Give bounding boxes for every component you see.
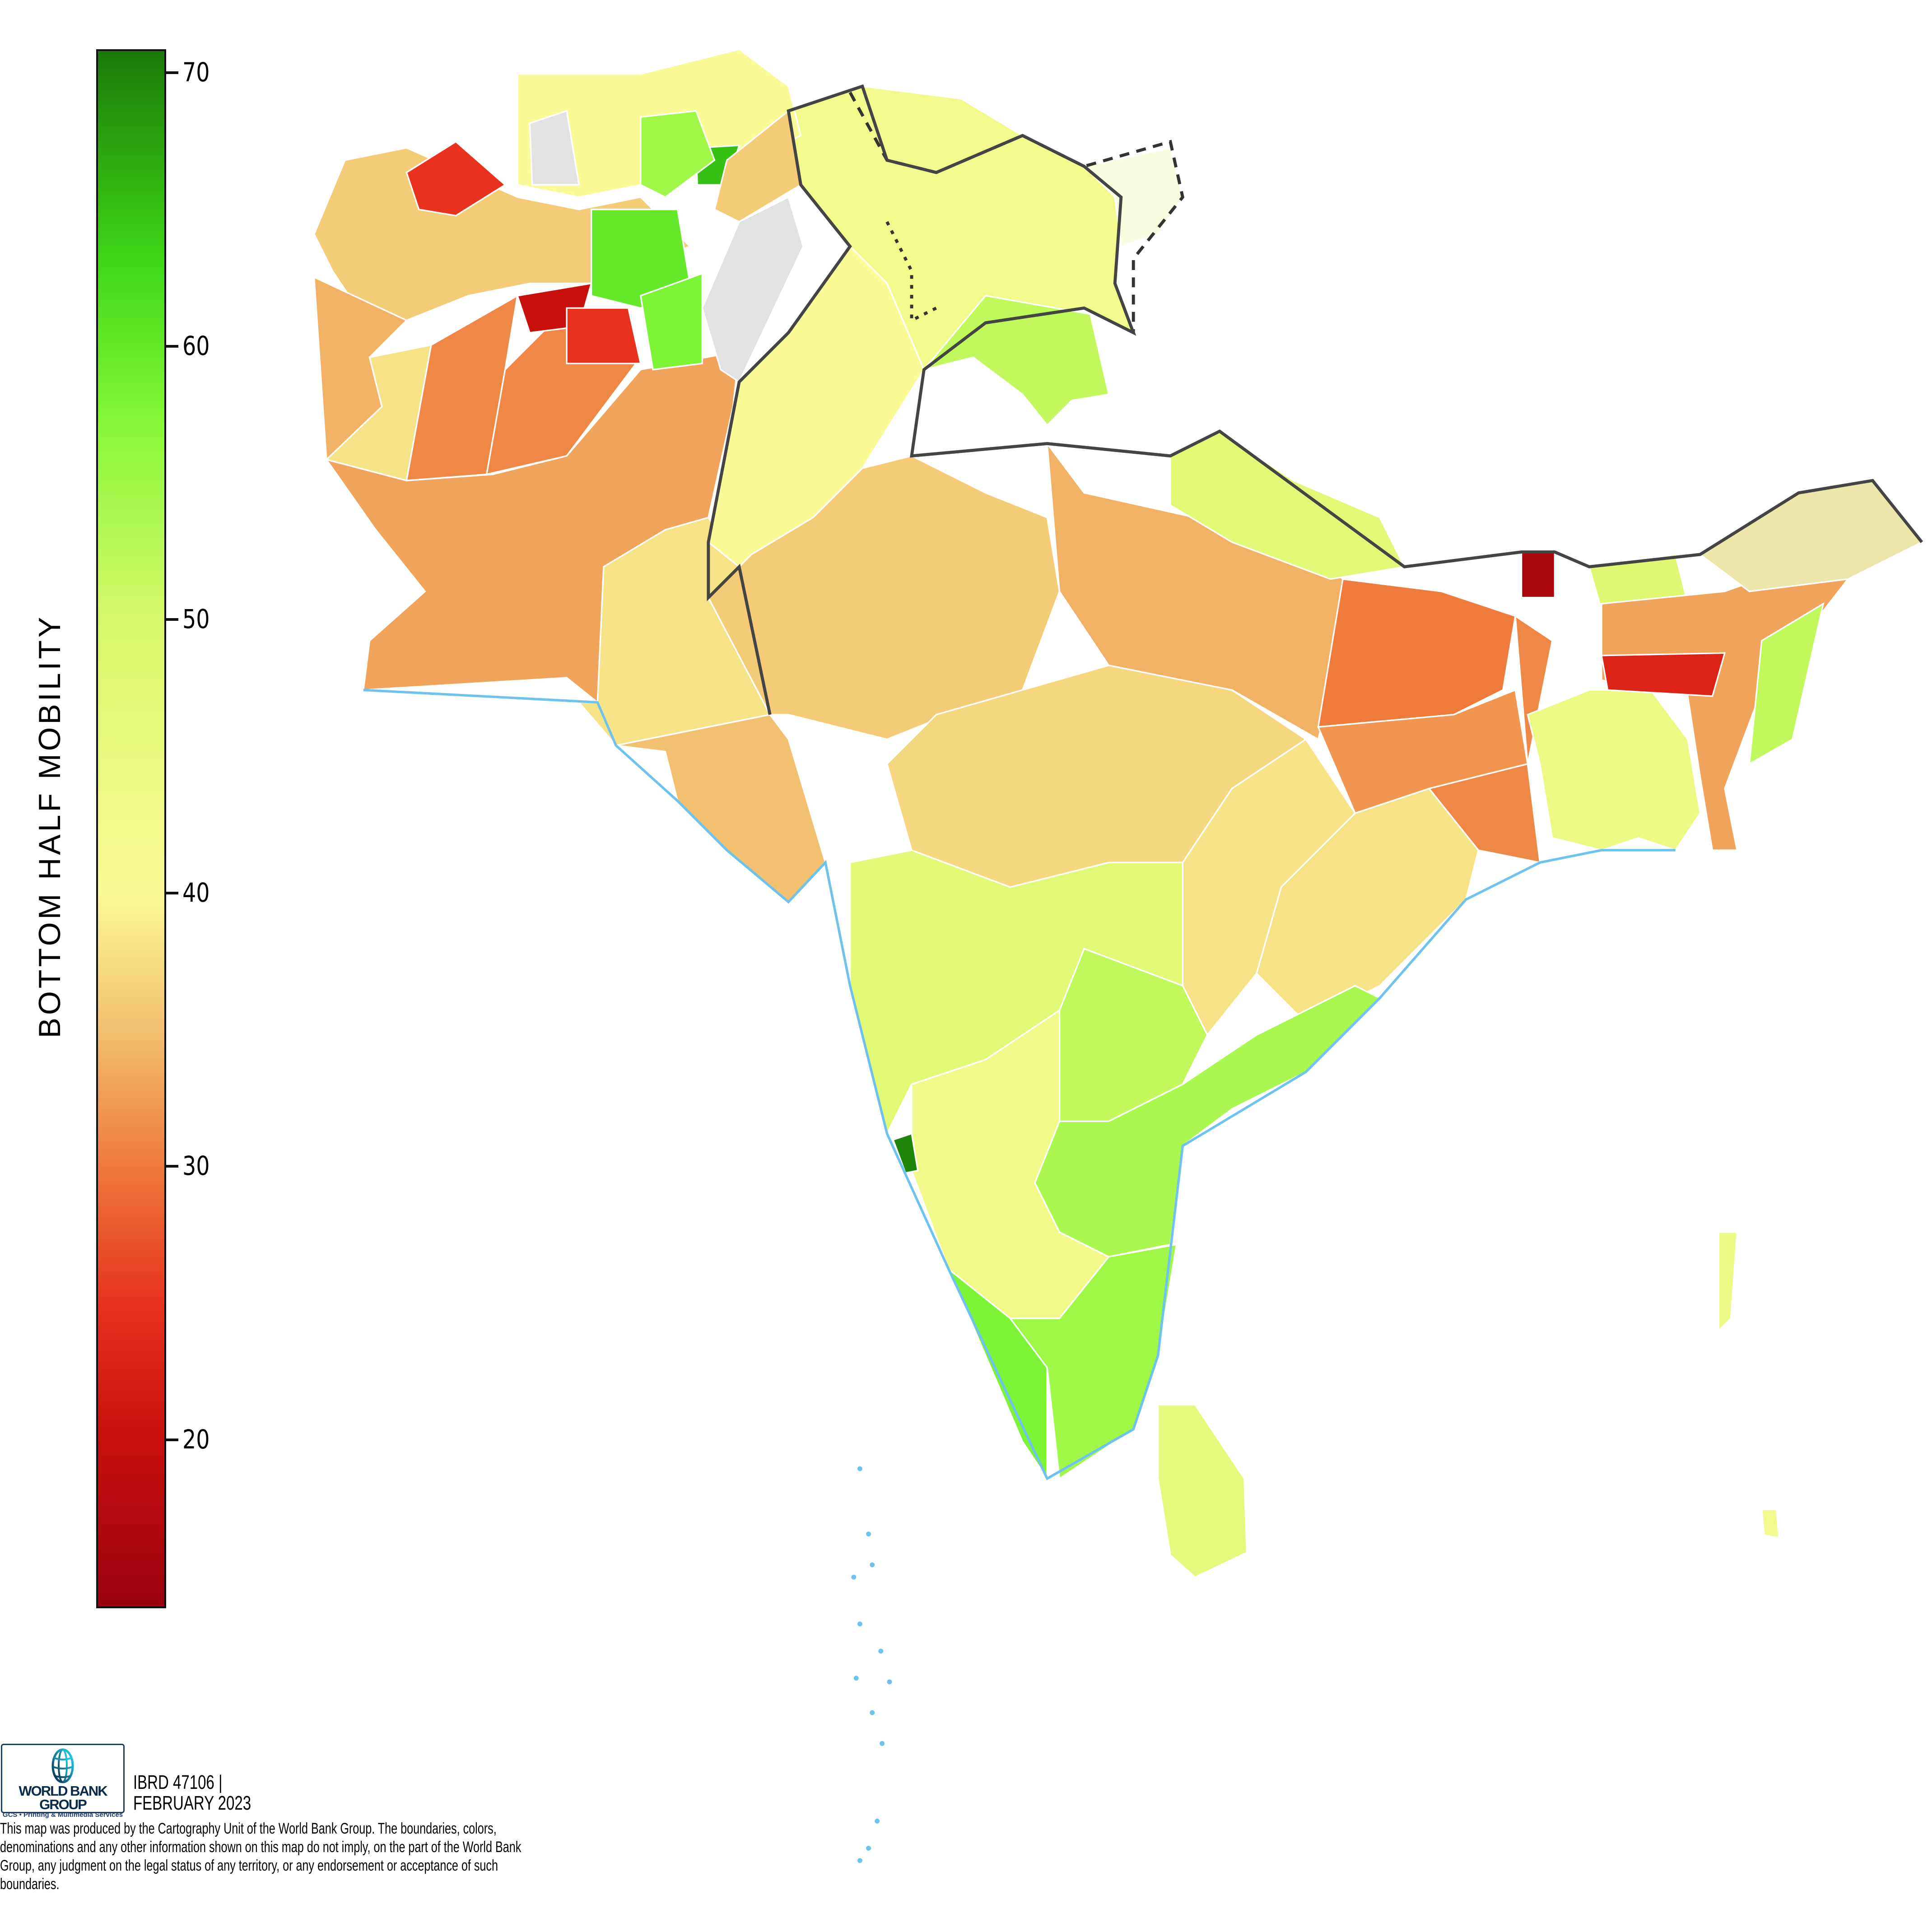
globe-icon xyxy=(51,1748,74,1783)
map-region xyxy=(1601,652,1726,697)
colorbar-tick-label: 50 xyxy=(182,604,210,635)
island xyxy=(851,1574,857,1580)
coastline xyxy=(363,689,1676,1480)
colorbar-tick xyxy=(166,618,178,621)
disputed-region xyxy=(1699,480,1923,592)
colorbar-tick xyxy=(166,1438,178,1441)
island xyxy=(870,1710,875,1715)
map-region xyxy=(1428,615,1553,864)
map-region xyxy=(707,455,1061,740)
island xyxy=(857,1621,862,1627)
map-region xyxy=(1760,1508,1780,1539)
map-region xyxy=(1527,689,1701,851)
colorbar-tick-label: 20 xyxy=(182,1424,210,1455)
map-region xyxy=(566,307,642,364)
colorbar-tick xyxy=(166,345,178,348)
island xyxy=(870,1562,875,1568)
colorbar-tick xyxy=(166,891,178,894)
colorbar-tick-label: 70 xyxy=(182,57,210,88)
map-region xyxy=(1748,602,1825,765)
map-region xyxy=(325,344,432,482)
island xyxy=(853,1676,859,1681)
colorbar xyxy=(96,49,166,1608)
no-data-region xyxy=(529,110,580,186)
ibrd-number: IBRD 47106 | xyxy=(133,1771,223,1793)
map-reference: IBRD 47106 | FEBRUARY 2023 xyxy=(133,1772,251,1814)
logo-name: WORLD BANK GROUP xyxy=(19,1783,107,1812)
island xyxy=(866,1532,871,1537)
disputed-boundary xyxy=(885,221,937,323)
disclaimer: This map was produced by the Cartography… xyxy=(0,1820,522,1893)
no-data-region xyxy=(701,196,804,383)
island xyxy=(875,1818,880,1824)
island xyxy=(880,1741,885,1746)
logo-subtitle: GCS • Printing & Multimedia Services xyxy=(2,1811,123,1819)
map-region xyxy=(922,295,1110,426)
map-region xyxy=(405,140,507,217)
island xyxy=(857,1858,862,1863)
map-region xyxy=(1718,1231,1738,1333)
island xyxy=(887,1679,892,1685)
map-region xyxy=(639,272,703,371)
island xyxy=(878,1648,884,1654)
map-region xyxy=(1520,551,1555,599)
map-region xyxy=(615,713,826,903)
map-date: FEBRUARY 2023 xyxy=(133,1792,251,1814)
map-region xyxy=(713,109,802,223)
colorbar-tick-label: 30 xyxy=(182,1150,210,1182)
world-bank-logo: WORLD BANK GROUP GCS • Printing & Multim… xyxy=(1,1744,125,1819)
colorbar-tick xyxy=(166,71,178,74)
national-boundary xyxy=(707,84,1923,715)
colorbar-tick-label: 40 xyxy=(182,877,210,908)
colorbar-tick xyxy=(166,1165,178,1168)
colorbar-tick-label: 60 xyxy=(182,330,210,361)
map-region xyxy=(892,1132,919,1174)
island xyxy=(866,1845,871,1851)
map-region xyxy=(1157,1404,1248,1578)
colorbar-title: BOTTOM HALF MOBILITY xyxy=(33,614,67,1038)
map-region xyxy=(640,110,716,198)
island xyxy=(857,1466,862,1471)
